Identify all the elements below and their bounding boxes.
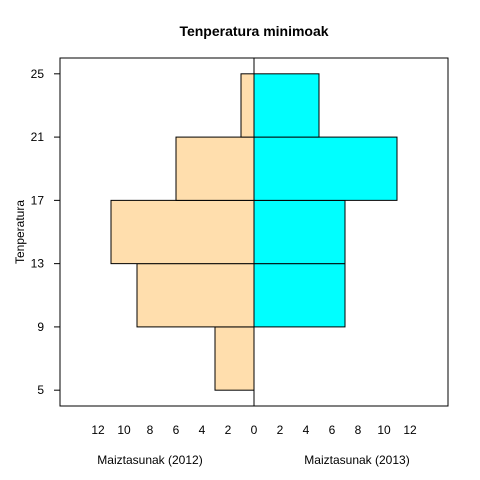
bar-right-17-21	[253, 136, 398, 201]
chart-title: Tenperatura minimoak	[179, 23, 328, 39]
bar-right-21-25	[253, 73, 320, 138]
x-tick-label-left: 2	[225, 423, 232, 437]
x-tick-label-left: 12	[91, 423, 105, 437]
x-tick-label-left: 4	[199, 423, 206, 437]
y-tick-label: 13	[31, 257, 45, 271]
x-tick-label-right: 6	[329, 423, 336, 437]
y-tick-label: 9	[37, 320, 44, 334]
x-tick-label-right: 12	[403, 423, 417, 437]
y-tick-label: 5	[37, 383, 44, 397]
bars	[110, 73, 398, 391]
x-tick-label-right: 10	[377, 423, 391, 437]
x-tick-label-left: 8	[147, 423, 154, 437]
x-tick-label-left: 10	[117, 423, 131, 437]
bar-left-9-13	[136, 263, 255, 328]
bar-left-17-21	[175, 136, 255, 201]
bar-right-9-13	[253, 263, 346, 328]
y-axis-label: Tenperatura	[13, 200, 27, 264]
y-tick-label: 17	[31, 193, 45, 207]
axes: 5 9 13 17 21 25 12 10 8 6 4 2 0 2 4 6 8 10 12	[31, 57, 449, 437]
bar-left-13-17	[110, 199, 255, 265]
bar-left-21-25	[240, 73, 255, 138]
x-tick-label-right: 8	[355, 423, 362, 437]
y-tick-label: 25	[31, 67, 45, 81]
x-tick-label-right: 4	[303, 423, 310, 437]
x-tick-label-right: 0	[251, 423, 258, 437]
series-label-2012: Maiztasunak (2012)	[97, 453, 202, 467]
series-label-2013: Maiztasunak (2013)	[304, 453, 409, 467]
bar-right-13-17	[253, 199, 346, 265]
bar-left-5-9	[214, 326, 255, 391]
y-tick-label: 21	[31, 130, 45, 144]
x-tick-label-right: 2	[277, 423, 284, 437]
x-tick-label-left: 6	[173, 423, 180, 437]
